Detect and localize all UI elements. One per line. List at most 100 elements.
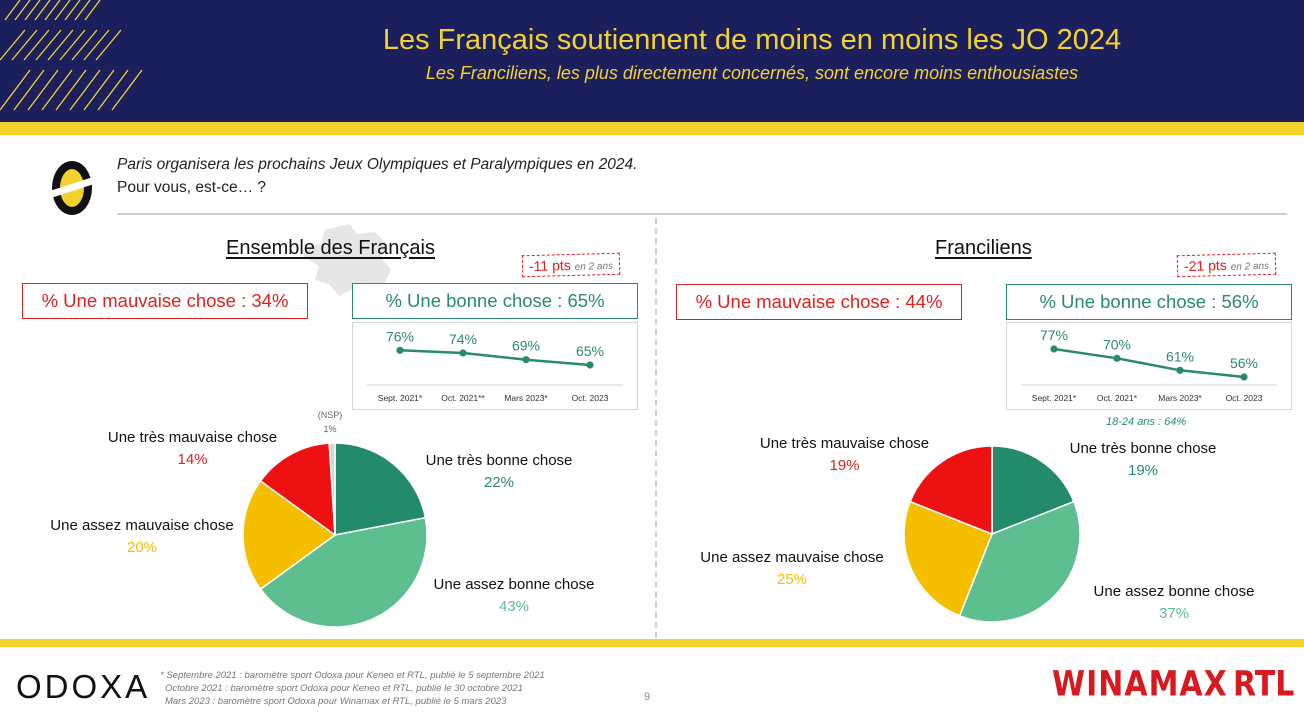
page-subtitle: Les Franciliens, les plus directement co… [425,63,1079,83]
left-pie-slice [328,442,336,536]
left-bad-total-box: % Une mauvaise chose : 34% [22,283,308,319]
left-nsp-label: (NSP) 1% [310,408,350,436]
left-trend-point [459,349,467,357]
left-fairly-bad-text: Une assez mauvaise chose [50,517,234,534]
left-fairly-good-label: Une assez bonne chose 43% [424,574,604,618]
left-trend-point [396,346,404,354]
left-delta-value: -11 pts [528,257,571,275]
left-trend-point [586,361,594,369]
right-trend-value-label: 61% [1166,348,1194,364]
left-pie-slice [259,516,428,628]
right-fairly-good-text: Une assez bonne chose [1093,583,1255,600]
page-number: 9 [644,691,651,703]
left-pie-slice [259,442,336,537]
footer-stripe [0,639,1304,647]
question-line1: Paris organisera les prochains Jeux Olym… [117,156,638,173]
right-trend-x-label: Oct. 2021* [1097,393,1138,403]
right-fairly-bad-pct: 25% [776,571,808,588]
left-very-bad-label: Une très mauvaise chose 14% [100,427,285,471]
odoxa-logo: ODOXA [16,668,151,705]
right-trend-x-label: Sept. 2021* [1032,393,1077,403]
right-bad-total-box: % Une mauvaise chose : 44% [676,284,962,320]
right-trend-value-label: 56% [1230,355,1258,371]
right-fairly-good-pct: 37% [1158,605,1190,622]
left-trend-value-label: 74% [449,331,477,347]
right-good-total-box: % Une bonne chose : 56% [1006,284,1292,320]
right-trend-point [1176,366,1184,374]
right-trend-point [1050,345,1058,353]
left-delta-period: en 2 ans [574,260,614,273]
left-fairly-bad-label: Une assez mauvaise chose 20% [40,515,244,559]
question-text: Paris organisera les prochains Jeux Olym… [117,153,637,199]
left-trend-x-label: Mars 2023* [504,393,548,403]
right-pie-chart [903,445,1081,623]
right-section-title: Franciliens [935,237,1032,259]
right-fairly-bad-label: Une assez mauvaise chose 25% [690,547,894,591]
footnotes: * Septembre 2021 : baromètre sport Odoxa… [160,669,545,708]
left-trend-x-label: Oct. 2021** [441,393,485,403]
left-trend-value-label: 76% [386,328,414,344]
right-very-bad-text: Une très mauvaise chose [759,435,930,452]
left-nsp-pct: 1% [323,424,337,434]
header-banner: Les Français soutiennent de moins en moi… [0,0,1304,122]
left-section-title: Ensemble des Français [226,237,435,259]
left-very-good-label: Une très bonne chose 22% [414,450,584,494]
left-nsp-text: (NSP) [317,410,343,420]
center-divider [655,218,657,638]
left-trend-svg: 76% Sept. 2021* 74% Oct. 2021** 69% Mars 2023… [367,328,623,403]
right-trend-point [1113,354,1121,362]
left-trend-value-label: 69% [512,338,540,354]
right-delta-value: -21 pts [1183,256,1228,275]
left-trend-line [399,349,591,367]
question-divider [117,213,1287,215]
right-trend-point [1240,373,1248,381]
footnote-3: Mars 2023 : baromètre sport Odoxa pour W… [165,696,507,707]
question-line2: Pour vous, est-ce… ? [117,179,267,196]
left-trend-chart: 76% Sept. 2021* 74% Oct. 2021** 69% Mars 2023… [352,322,638,410]
left-fairly-good-text: Une assez bonne chose [433,576,595,593]
left-delta-badge: -11 pts en 2 ans [521,252,621,278]
right-youth-note: 18-24 ans : 64% [1106,416,1187,428]
right-trend-x-label: Oct. 2023 [1226,393,1263,403]
rtl-logo: RTL [1233,664,1295,705]
left-very-good-pct: 22% [483,474,515,491]
right-pie-slice [991,445,1075,536]
winamax-logo: WINAMAX [1052,664,1228,705]
right-trend-x-label: Mars 2023* [1158,393,1202,403]
left-good-total-box: % Une bonne chose : 65% [352,283,638,319]
right-very-good-label: Une très bonne chose 19% [1058,438,1228,482]
left-pie-slice [242,479,337,591]
france-map-icon [303,224,391,296]
left-very-bad-text: Une très mauvaise chose [107,429,278,446]
right-trend-svg: 77% Sept. 2021* 70% Oct. 2021* 61% Mars 2023*… [1021,327,1277,403]
right-pie-slice [909,445,993,536]
right-trend-value-label: 70% [1103,336,1131,352]
header-stripe [0,122,1304,135]
decorative-lines [0,0,143,111]
right-very-bad-pct: 19% [829,457,860,474]
footnote-2: Octobre 2021 : baromètre sport Odoxa pou… [165,683,523,694]
left-trend-value-label: 65% [576,343,604,359]
left-very-bad-pct: 14% [177,451,208,468]
footnote-1: * Septembre 2021 : baromètre sport Odoxa… [160,670,545,681]
left-pie-chart [242,442,428,628]
left-trend-x-label: Sept. 2021* [378,393,423,403]
left-trend-x-label: Oct. 2023 [572,393,609,403]
right-delta-badge: -21 pts en 2 ans [1176,252,1277,278]
page-title: Les Français soutiennent de moins en moi… [382,24,1122,56]
right-pie-slice [903,500,993,617]
right-very-good-pct: 19% [1127,462,1159,479]
right-delta-period: en 2 ans [1230,260,1270,273]
right-trend-value-label: 77% [1040,327,1068,343]
right-very-bad-label: Une très mauvaise chose 19% [752,433,937,477]
left-pie-slice [334,442,427,536]
left-fairly-good-pct: 43% [498,598,530,615]
left-fairly-bad-pct: 20% [126,539,158,556]
right-trend-line [1053,347,1245,379]
right-fairly-bad-text: Une assez mauvaise chose [700,549,884,566]
right-trend-chart: 77% Sept. 2021* 70% Oct. 2021* 61% Mars 2023*… [1006,322,1292,410]
odoxa-o-icon [49,161,95,215]
left-very-good-text: Une très bonne chose [425,452,573,469]
right-pie-slice [958,500,1081,623]
right-fairly-good-label: Une assez bonne chose 37% [1084,581,1264,625]
